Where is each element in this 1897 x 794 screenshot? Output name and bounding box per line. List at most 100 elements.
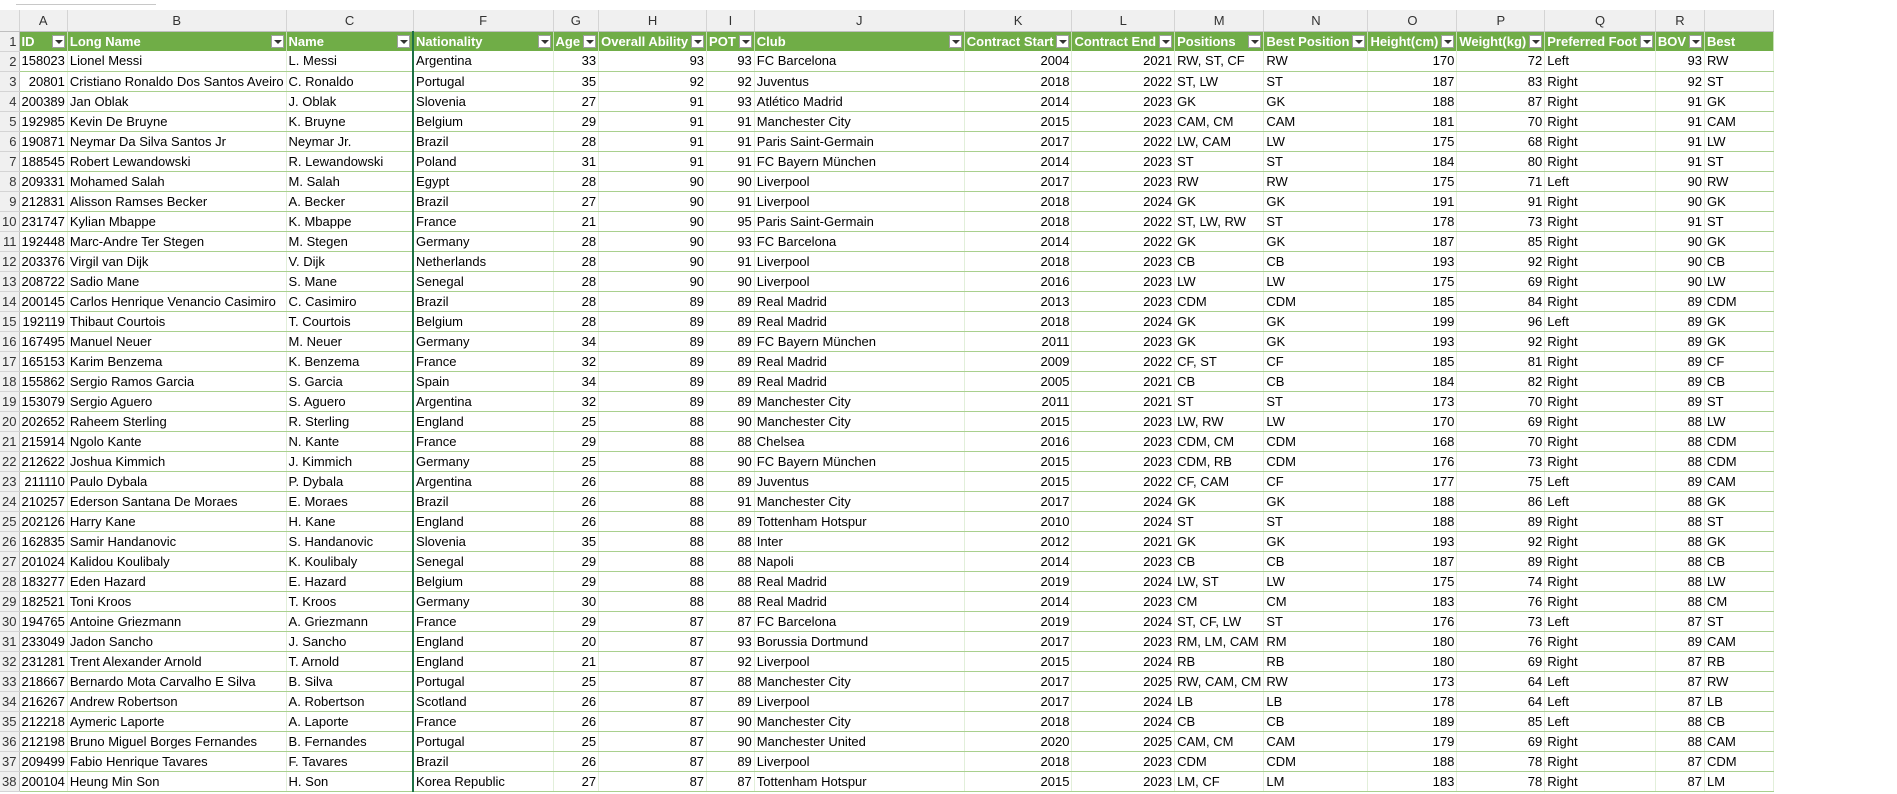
cell-long-name[interactable]: Marc-Andre Ter Stegen: [67, 231, 287, 252]
cell-age[interactable]: 31: [553, 151, 600, 172]
cell-height-cm[interactable]: 199: [1367, 311, 1458, 332]
cell-best-position[interactable]: LW: [1263, 411, 1369, 432]
header-bov[interactable]: BOV: [1655, 31, 1706, 51]
cell-best[interactable]: CAM: [1704, 111, 1774, 132]
column-letter[interactable]: P: [1456, 10, 1546, 32]
row-number[interactable]: 22: [0, 451, 20, 472]
cell-long-name[interactable]: Alisson Ramses Becker: [67, 191, 287, 212]
cell-age[interactable]: 25: [553, 411, 600, 432]
cell-contract-end[interactable]: 2023: [1071, 111, 1176, 132]
cell-preferred-foot[interactable]: Left: [1544, 471, 1656, 492]
cell-best[interactable]: RB: [1704, 651, 1774, 672]
row-number[interactable]: 37: [0, 751, 20, 772]
cell-age[interactable]: 25: [553, 671, 600, 692]
cell-positions[interactable]: CDM: [1174, 291, 1265, 312]
cell-contract-end[interactable]: 2023: [1071, 631, 1176, 652]
cell-club[interactable]: Real Madrid: [754, 311, 965, 332]
cell-best[interactable]: CDM: [1704, 751, 1774, 772]
cell-positions[interactable]: GK: [1174, 231, 1265, 252]
cell-long-name[interactable]: Lionel Messi: [67, 51, 287, 72]
cell-best[interactable]: LB: [1704, 691, 1774, 712]
cell-contract-start[interactable]: 2011: [964, 331, 1073, 352]
cell-pot[interactable]: 91: [706, 111, 755, 132]
cell-id[interactable]: 190871: [19, 131, 68, 152]
cell-positions[interactable]: CB: [1174, 551, 1265, 572]
cell-preferred-foot[interactable]: Left: [1544, 491, 1656, 512]
cell-age[interactable]: 28: [553, 231, 600, 252]
cell-long-name[interactable]: Aymeric Laporte: [67, 711, 287, 732]
cell-height-cm[interactable]: 173: [1367, 391, 1458, 412]
row-number[interactable]: 14: [0, 291, 20, 312]
cell-contract-end[interactable]: 2024: [1071, 191, 1176, 212]
cell-pot[interactable]: 88: [706, 591, 755, 612]
cell-positions[interactable]: GK: [1174, 491, 1265, 512]
cell-club[interactable]: Inter: [754, 531, 965, 552]
cell-preferred-foot[interactable]: Right: [1544, 251, 1656, 272]
cell-id[interactable]: 158023: [19, 51, 68, 72]
cell-club[interactable]: Liverpool: [754, 691, 965, 712]
cell-contract-start[interactable]: 2004: [964, 51, 1073, 72]
cell-contract-start[interactable]: 2011: [964, 391, 1073, 412]
cell-contract-start[interactable]: 2017: [964, 671, 1073, 692]
cell-contract-end[interactable]: 2023: [1071, 591, 1176, 612]
cell-overall-ability[interactable]: 88: [598, 471, 708, 492]
cell-weight-kg[interactable]: 85: [1456, 231, 1546, 252]
cell-pot[interactable]: 95: [706, 211, 755, 232]
cell-name[interactable]: K. Koulibaly: [286, 551, 414, 572]
row-number[interactable]: 24: [0, 491, 20, 512]
cell-height-cm[interactable]: 176: [1367, 611, 1458, 632]
cell-nationality[interactable]: Netherlands: [412, 251, 554, 272]
cell-best-position[interactable]: GK: [1263, 191, 1369, 212]
cell-preferred-foot[interactable]: Right: [1544, 531, 1656, 552]
column-letter[interactable]: L: [1071, 10, 1176, 32]
cell-contract-end[interactable]: 2024: [1071, 311, 1176, 332]
cell-club[interactable]: Tottenham Hotspur: [754, 771, 965, 792]
cell-nationality[interactable]: France: [412, 431, 554, 452]
cell-pot[interactable]: 90: [706, 171, 755, 192]
cell-overall-ability[interactable]: 87: [598, 611, 708, 632]
cell-nationality[interactable]: Brazil: [412, 191, 554, 212]
cell-overall-ability[interactable]: 92: [598, 71, 708, 92]
cell-height-cm[interactable]: 170: [1367, 51, 1458, 72]
cell-nationality[interactable]: England: [412, 511, 554, 532]
row-number[interactable]: 23: [0, 471, 20, 492]
row-number[interactable]: 33: [0, 671, 20, 692]
cell-preferred-foot[interactable]: Left: [1544, 711, 1656, 732]
column-letter[interactable]: I: [706, 10, 755, 32]
header-overall-ability[interactable]: Overall Ability: [598, 31, 708, 51]
header-long-name[interactable]: Long Name: [67, 31, 287, 51]
cell-pot[interactable]: 89: [706, 751, 755, 772]
cell-best[interactable]: ST: [1704, 511, 1774, 532]
cell-height-cm[interactable]: 170: [1367, 411, 1458, 432]
cell-height-cm[interactable]: 188: [1367, 511, 1458, 532]
filter-dropdown-icon[interactable]: [537, 34, 551, 48]
cell-weight-kg[interactable]: 85: [1456, 711, 1546, 732]
cell-age[interactable]: 32: [553, 391, 600, 412]
cell-id[interactable]: 182521: [19, 591, 68, 612]
cell-nationality[interactable]: Brazil: [412, 751, 554, 772]
cell-club[interactable]: Atlético Madrid: [754, 91, 965, 112]
cell-id[interactable]: 231281: [19, 651, 68, 672]
cell-best[interactable]: CF: [1704, 351, 1774, 372]
cell-height-cm[interactable]: 179: [1367, 731, 1458, 752]
cell-best[interactable]: GK: [1704, 331, 1774, 352]
cell-best-position[interactable]: LW: [1263, 131, 1369, 152]
cell-overall-ability[interactable]: 93: [598, 51, 708, 72]
cell-bov[interactable]: 89: [1655, 311, 1706, 332]
header-nationality[interactable]: Nationality: [412, 31, 554, 51]
cell-best[interactable]: GK: [1704, 91, 1774, 112]
cell-id[interactable]: 208722: [19, 271, 68, 292]
filter-dropdown-icon[interactable]: [1352, 34, 1366, 48]
cell-preferred-foot[interactable]: Right: [1544, 111, 1656, 132]
cell-id[interactable]: 188545: [19, 151, 68, 172]
row-number[interactable]: 7: [0, 151, 20, 172]
cell-long-name[interactable]: Bernardo Mota Carvalho E Silva: [67, 671, 287, 692]
cell-best[interactable]: GK: [1704, 491, 1774, 512]
cell-height-cm[interactable]: 175: [1367, 271, 1458, 292]
cell-long-name[interactable]: Thibaut Courtois: [67, 311, 287, 332]
cell-id[interactable]: 218667: [19, 671, 68, 692]
cell-age[interactable]: 26: [553, 691, 600, 712]
filter-dropdown-icon[interactable]: [1639, 34, 1653, 48]
cell-club[interactable]: Manchester City: [754, 111, 965, 132]
cell-best-position[interactable]: RB: [1263, 651, 1369, 672]
